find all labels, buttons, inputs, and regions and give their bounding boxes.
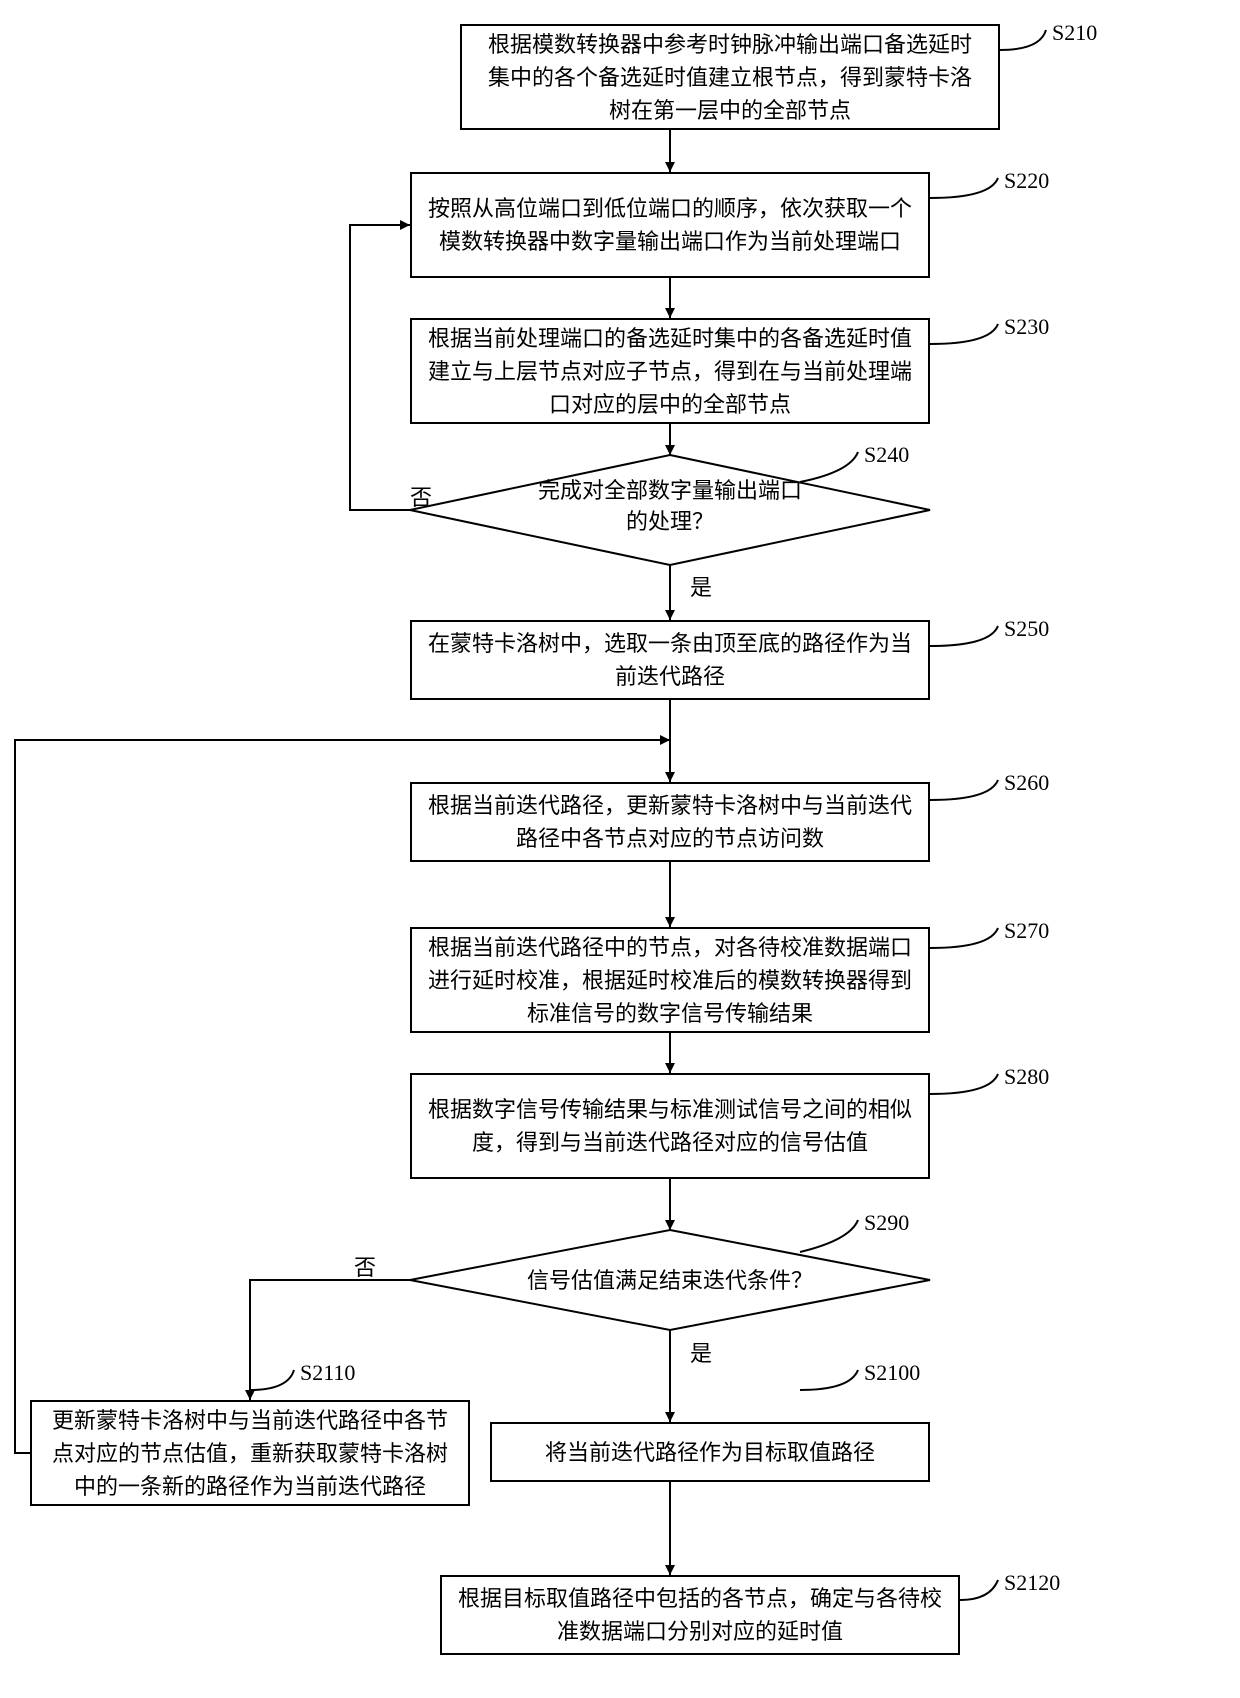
step-label-s2100: S2100: [864, 1360, 920, 1386]
node-s250: 在蒙特卡洛树中，选取一条由顶至底的路径作为当前迭代路径: [410, 620, 930, 700]
step-label-s260: S260: [1004, 770, 1049, 796]
step-label-s250: S250: [1004, 616, 1049, 642]
edge-label-yes1: 是: [690, 570, 712, 602]
step-label-s210: S210: [1052, 20, 1097, 46]
edge-label-no2: 否: [354, 1250, 376, 1282]
node-s270: 根据当前迭代路径中的节点，对各待校准数据端口进行延时校准，根据延时校准后的模数转…: [410, 927, 930, 1033]
node-s2120: 根据目标取值路径中包括的各节点，确定与各待校准数据端口分别对应的延时值: [440, 1575, 960, 1655]
node-s2100-text: 将当前迭代路径作为目标取值路径: [545, 1436, 875, 1469]
node-s2120-text: 根据目标取值路径中包括的各节点，确定与各待校准数据端口分别对应的延时值: [458, 1582, 942, 1648]
step-label-s220: S220: [1004, 168, 1049, 194]
node-s280: 根据数字信号传输结果与标准测试信号之间的相似度，得到与当前迭代路径对应的信号估值: [410, 1073, 930, 1179]
node-s250-text: 在蒙特卡洛树中，选取一条由顶至底的路径作为当前迭代路径: [428, 627, 912, 693]
node-s230-text: 根据当前处理端口的备选延时集中的各备选延时值建立与上层节点对应子节点，得到在与当…: [428, 322, 912, 421]
step-label-s2120: S2120: [1004, 1570, 1060, 1596]
step-label-s280: S280: [1004, 1064, 1049, 1090]
node-s2110: 更新蒙特卡洛树中与当前迭代路径中各节点对应的节点估值，重新获取蒙特卡洛树中的一条…: [30, 1400, 470, 1506]
node-s210: 根据模数转换器中参考时钟脉冲输出端口备选延时集中的各个备选延时值建立根节点，得到…: [460, 24, 1000, 130]
node-s230: 根据当前处理端口的备选延时集中的各备选延时值建立与上层节点对应子节点，得到在与当…: [410, 318, 930, 424]
edge-label-yes2: 是: [690, 1336, 712, 1368]
node-s270-text: 根据当前迭代路径中的节点，对各待校准数据端口进行延时校准，根据延时校准后的模数转…: [428, 931, 912, 1030]
node-s220: 按照从高位端口到低位端口的顺序，依次获取一个模数转换器中数字量输出端口作为当前处…: [410, 172, 930, 278]
step-label-s2110: S2110: [300, 1360, 355, 1386]
step-label-s270: S270: [1004, 918, 1049, 944]
node-s260: 根据当前迭代路径，更新蒙特卡洛树中与当前迭代路径中各节点对应的节点访问数: [410, 782, 930, 862]
node-s220-text: 按照从高位端口到低位端口的顺序，依次获取一个模数转换器中数字量输出端口作为当前处…: [428, 192, 912, 258]
node-s210-text: 根据模数转换器中参考时钟脉冲输出端口备选延时集中的各个备选延时值建立根节点，得到…: [478, 28, 982, 127]
step-label-s230: S230: [1004, 314, 1049, 340]
step-label-s290: S290: [864, 1210, 909, 1236]
node-s2100: 将当前迭代路径作为目标取值路径: [490, 1422, 930, 1482]
node-s2110-text: 更新蒙特卡洛树中与当前迭代路径中各节点对应的节点估值，重新获取蒙特卡洛树中的一条…: [48, 1404, 452, 1503]
node-s260-text: 根据当前迭代路径，更新蒙特卡洛树中与当前迭代路径中各节点对应的节点访问数: [428, 789, 912, 855]
node-s280-text: 根据数字信号传输结果与标准测试信号之间的相似度，得到与当前迭代路径对应的信号估值: [428, 1093, 912, 1159]
decision-s240-text: 完成对全部数字量输出端口 的处理？: [410, 476, 930, 538]
edge-label-no1: 否: [410, 480, 432, 512]
step-label-s240: S240: [864, 442, 909, 468]
decision-s290-text: 信号估值满足结束迭代条件？: [410, 1266, 930, 1297]
